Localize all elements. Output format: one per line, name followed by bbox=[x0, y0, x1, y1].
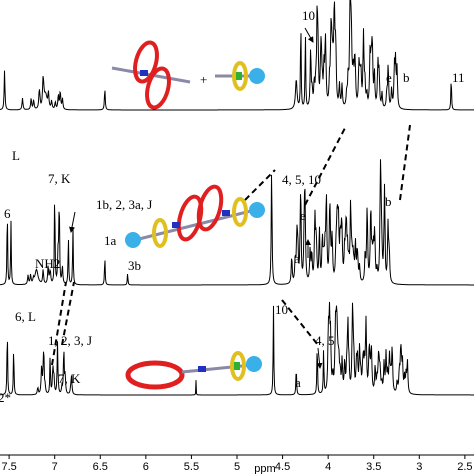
peak-label: 4, 5 bbox=[315, 333, 335, 348]
arrow bbox=[69, 211, 76, 233]
peak-label: 7, K bbox=[48, 171, 71, 186]
peak-label: 2* bbox=[0, 390, 11, 405]
peak-label: 6 bbox=[4, 206, 11, 221]
peak-label: 1a bbox=[104, 233, 117, 248]
peak-label: b bbox=[403, 70, 410, 85]
x-tick-label: 4.5 bbox=[275, 461, 290, 473]
dimer-icon bbox=[125, 184, 265, 248]
dash-line bbox=[51, 281, 67, 366]
spectrum bbox=[0, 0, 474, 111]
peak-label: 10 bbox=[275, 302, 288, 317]
peak-label: b bbox=[385, 194, 392, 209]
axis-label: ppm bbox=[254, 463, 275, 474]
peak-label: NH2 bbox=[35, 256, 60, 271]
peak-label: L bbox=[12, 148, 20, 163]
spectrum bbox=[0, 159, 474, 286]
spectrum bbox=[0, 301, 474, 396]
peak-label: a bbox=[295, 375, 301, 390]
x-tick-label: 3 bbox=[416, 461, 422, 473]
x-tick-label: 7.5 bbox=[1, 461, 16, 473]
x-tick-label: 6.5 bbox=[93, 461, 108, 473]
x-tick-label: 2.5 bbox=[457, 461, 472, 473]
peak-label: e bbox=[386, 70, 392, 85]
dash-line bbox=[61, 281, 75, 346]
peak-label: 6, L bbox=[15, 309, 36, 324]
peak-label: 1b, 2, 3a, J bbox=[96, 197, 152, 212]
rotaxane-icon: + bbox=[111, 40, 265, 110]
macrocycle-icon bbox=[125, 351, 262, 390]
x-tick-label: 7 bbox=[52, 461, 58, 473]
peak-label: 10 bbox=[302, 8, 315, 23]
dash-line bbox=[244, 169, 276, 201]
peak-label: 4, 5, 10 bbox=[282, 172, 321, 187]
dash-line bbox=[304, 127, 346, 206]
peak-label: 3b bbox=[128, 258, 141, 273]
x-tick-label: 5 bbox=[234, 461, 240, 473]
arrow bbox=[316, 347, 323, 369]
peak-label: 11 bbox=[452, 70, 465, 85]
peak-label: 1, 2, 3, J bbox=[48, 333, 92, 348]
peak-label: a bbox=[294, 251, 300, 266]
peak-label: 7, K bbox=[58, 371, 81, 386]
x-tick-label: 5.5 bbox=[184, 461, 199, 473]
plus-sign: + bbox=[200, 72, 207, 87]
x-tick-label: 4 bbox=[325, 461, 331, 473]
spectra bbox=[0, 0, 474, 396]
x-tick-label: 3.5 bbox=[366, 461, 381, 473]
x-tick-label: 6 bbox=[143, 461, 149, 473]
peak-label: e bbox=[300, 208, 306, 223]
arrow bbox=[304, 27, 314, 43]
dash-line bbox=[399, 124, 411, 201]
